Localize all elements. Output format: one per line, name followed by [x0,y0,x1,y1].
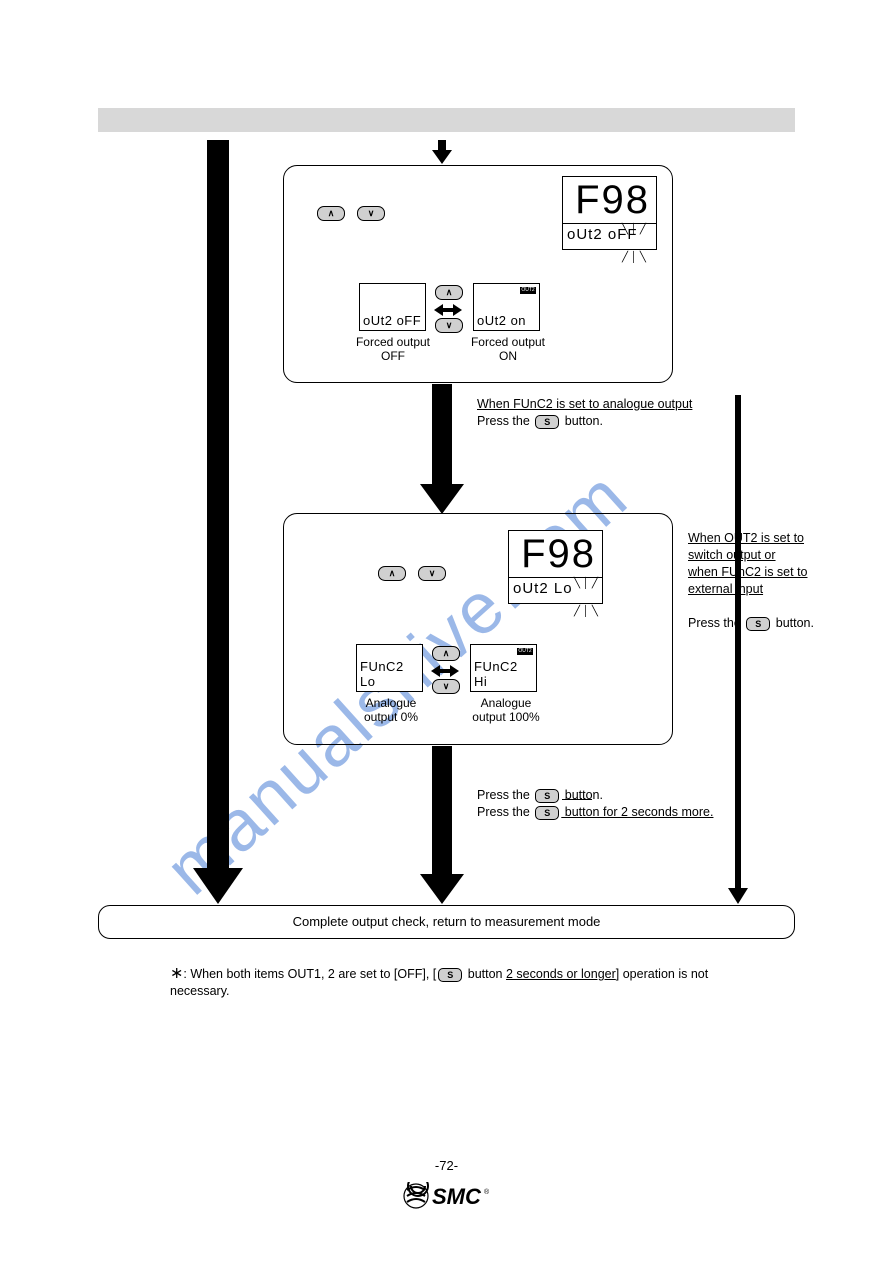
arrow-box2-to-wide-head [420,874,464,904]
out2-indicator-icon: OUT2 [520,287,536,294]
caption-forced-off: Forced outputOFF [349,335,437,363]
double-arrow-icon [431,665,459,677]
lcd-option-off: oUt2 oFF [359,283,426,331]
note-right-block: When OUT2 is set to switch output or whe… [688,530,818,632]
down-button-icon: ∨ [435,318,463,333]
double-arrow-icon [434,304,462,316]
analogue-output-panel: ∧ ∨ F98 oUt2 Lo ╲ │ ╱ ╱ │ ╲ FUnC2 Lo Ana… [283,513,673,745]
s-button-icon: S [438,968,462,982]
blink-mark-icon: ╲ │ ╱ [622,224,646,235]
out2-indicator-icon: OUT2 [517,648,533,655]
caption-analogue-100: Analogueoutput 100% [462,696,550,724]
blink-mark-icon: ╲ │ ╱ [574,578,598,589]
lcd-option-off-text: oUt2 oFF [363,313,422,328]
header-bar [98,108,795,132]
s-button-icon: S [746,617,770,631]
down-button-icon: ∨ [418,566,446,581]
caption-analogue-0: Analogueoutput 0% [350,696,432,724]
note-when-func2-analogue: When FUnC2 is set to analogue output Pre… [477,396,722,430]
note-below-wide: ∗: When both items OUT1, 2 are set to [O… [170,965,770,1000]
up-button-icon: ∧ [317,206,345,221]
lcd-option-lo-text: FUnC2 Lo [360,659,419,689]
lcd-main-box1-top: F98 [563,177,656,223]
s-button-icon: S [535,789,559,803]
caption-forced-on: Forced outputON [464,335,552,363]
lcd-option-hi: OUT2 FUnC2 Hi [470,644,537,692]
blink-mark-icon: ╱ │ ╲ [622,252,646,263]
lcd-option-on: OUT2 oUt2 on [473,283,540,331]
arrow-left-column-shaft [207,140,229,872]
arrow-left-column-head [193,868,243,904]
up-button-icon: ∧ [432,646,460,661]
arrow-into-box1-shaft [438,140,446,150]
page-number: -72- [0,1158,893,1173]
note-after-box2: Press the S button. Press the S button f… [477,787,777,821]
forced-output-panel: ∧ ∨ F98 oUt2 oFF ╲ │ ╱ ╱ │ ╲ oUt2 oFF Fo… [283,165,673,383]
svg-text:SMC: SMC [432,1184,482,1209]
arrow-box1-to-box2-head [420,484,464,514]
lcd-main-box2: F98 oUt2 Lo [508,530,603,604]
up-button-icon: ∧ [435,285,463,300]
arrow-box1-to-box2-shaft [432,384,452,484]
lcd-main-box2-top: F98 [509,531,602,577]
blink-mark-icon: ╱ │ ╲ [574,606,598,617]
lcd-main-box1: F98 oUt2 oFF [562,176,657,250]
down-button-icon: ∨ [432,679,460,694]
lcd-option-on-text: oUt2 on [477,313,536,328]
arrow-into-box1-head [432,150,452,164]
completion-box: Complete output check, return to measure… [98,905,795,939]
lcd-option-hi-text: FUnC2 Hi [474,659,533,689]
arrow-box2-to-wide-shaft [432,746,452,874]
up-button-icon: ∧ [378,566,406,581]
down-button-icon: ∨ [357,206,385,221]
lcd-option-lo: FUnC2 Lo [356,644,423,692]
arrow-right-column-head [728,888,748,904]
svg-text:®: ® [484,1188,490,1196]
s-button-icon: S [535,806,559,820]
s-button-icon: S [535,415,559,429]
brand-logo: SMC ® [0,1182,893,1210]
